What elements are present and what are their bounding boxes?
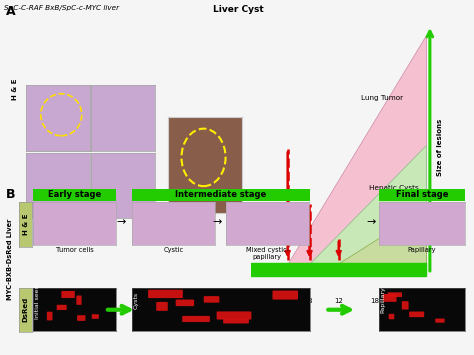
- FancyBboxPatch shape: [57, 305, 67, 310]
- Text: 0: 0: [249, 298, 254, 304]
- FancyBboxPatch shape: [148, 290, 183, 298]
- FancyBboxPatch shape: [389, 314, 394, 319]
- Text: →: →: [366, 218, 375, 228]
- FancyBboxPatch shape: [156, 302, 168, 311]
- FancyBboxPatch shape: [223, 319, 249, 323]
- Text: Papillary: Papillary: [408, 247, 436, 253]
- Polygon shape: [288, 35, 426, 263]
- FancyBboxPatch shape: [217, 311, 251, 320]
- FancyBboxPatch shape: [409, 312, 424, 317]
- Text: Initial seeds: Initial seeds: [35, 281, 40, 319]
- Text: Papillary: Papillary: [381, 286, 386, 313]
- Text: 18: 18: [371, 298, 380, 304]
- FancyBboxPatch shape: [61, 291, 75, 298]
- Text: Mixed cystic-
papillary: Mixed cystic- papillary: [246, 247, 289, 260]
- Text: Intermediate stage: Intermediate stage: [175, 190, 266, 199]
- Text: Hepatic Cysts: Hepatic Cysts: [369, 185, 418, 191]
- Text: →: →: [212, 218, 222, 228]
- Polygon shape: [310, 144, 426, 263]
- Text: H & E: H & E: [23, 214, 28, 235]
- Text: DsRed: DsRed: [23, 297, 28, 322]
- FancyBboxPatch shape: [92, 314, 99, 319]
- Polygon shape: [339, 208, 426, 263]
- Text: Cysts: Cysts: [133, 291, 138, 308]
- Text: Tumor cells: Tumor cells: [56, 247, 94, 253]
- Text: Size of lesions: Size of lesions: [437, 118, 443, 176]
- Text: MYC-BXB-DsRed Liver: MYC-BXB-DsRed Liver: [8, 218, 13, 300]
- FancyBboxPatch shape: [47, 312, 53, 321]
- FancyBboxPatch shape: [182, 316, 210, 322]
- Text: Lung Tumor: Lung Tumor: [361, 95, 403, 101]
- FancyBboxPatch shape: [77, 315, 85, 321]
- FancyBboxPatch shape: [76, 295, 82, 305]
- Text: A: A: [6, 5, 15, 18]
- Text: Metastasis: Metastasis: [385, 229, 424, 235]
- FancyBboxPatch shape: [204, 296, 219, 303]
- FancyBboxPatch shape: [383, 294, 397, 302]
- Text: Months: Months: [423, 298, 448, 304]
- Bar: [251, 263, 426, 276]
- FancyBboxPatch shape: [402, 301, 409, 310]
- Text: B: B: [6, 188, 15, 201]
- Text: H & E: H & E: [12, 78, 18, 99]
- FancyBboxPatch shape: [176, 300, 194, 306]
- Text: 12: 12: [334, 298, 343, 304]
- Text: Final stage: Final stage: [396, 190, 448, 199]
- Text: 24: 24: [407, 298, 416, 304]
- FancyBboxPatch shape: [388, 293, 402, 297]
- Text: 6: 6: [285, 298, 290, 304]
- Text: SpC-C-RAF BxB/SpC-c-MYC liver: SpC-C-RAF BxB/SpC-c-MYC liver: [4, 5, 119, 11]
- Text: Liver Cyst: Liver Cyst: [213, 5, 264, 14]
- Text: Early stage: Early stage: [48, 190, 101, 199]
- Text: Cystic: Cystic: [164, 247, 183, 253]
- FancyBboxPatch shape: [435, 318, 445, 323]
- Text: →: →: [116, 218, 126, 228]
- Text: 8: 8: [307, 298, 312, 304]
- FancyBboxPatch shape: [273, 290, 298, 300]
